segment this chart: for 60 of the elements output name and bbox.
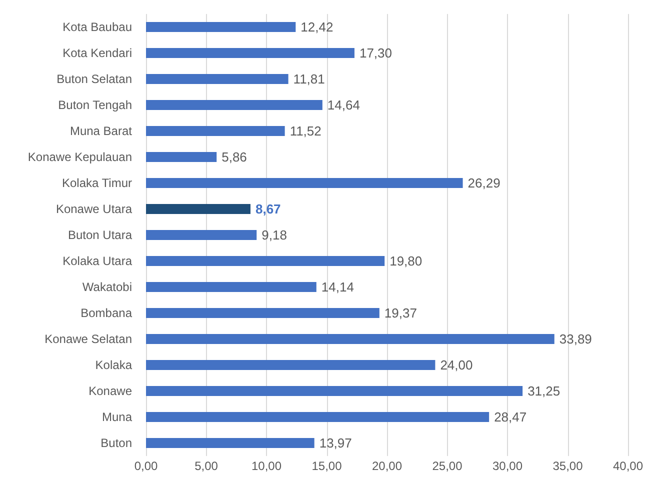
bar bbox=[146, 412, 490, 422]
x-tick-label: 30,00 bbox=[492, 459, 523, 473]
bar bbox=[146, 360, 436, 370]
y-tick-label: Kota Kendari bbox=[62, 46, 132, 60]
data-label: 13,97 bbox=[319, 436, 352, 450]
data-label: 14,64 bbox=[327, 98, 360, 112]
data-label: 33,89 bbox=[559, 332, 592, 346]
bar bbox=[146, 308, 380, 318]
data-label: 5,86 bbox=[222, 150, 247, 164]
data-label: 9,18 bbox=[262, 228, 287, 242]
y-tick-label: Buton bbox=[100, 436, 132, 450]
bar bbox=[146, 126, 285, 136]
data-label: 31,25 bbox=[528, 384, 560, 398]
data-label: 19,37 bbox=[384, 306, 417, 320]
x-tick-label: 0,00 bbox=[134, 459, 158, 473]
data-label: 12,42 bbox=[300, 20, 334, 34]
y-tick-label: Wakatobi bbox=[82, 280, 132, 294]
data-label: 14,14 bbox=[321, 280, 354, 294]
x-tick-label: 15,00 bbox=[312, 459, 342, 473]
data-label: 8,67 bbox=[255, 202, 281, 216]
y-tick-label: Konawe bbox=[88, 384, 132, 398]
bar bbox=[146, 22, 296, 32]
data-label: 26,29 bbox=[468, 176, 500, 190]
bar bbox=[146, 178, 463, 188]
y-tick-label: Konawe Utara bbox=[56, 202, 132, 216]
y-tick-label: Buton Tengah bbox=[58, 98, 132, 112]
bar bbox=[146, 48, 354, 58]
y-tick-label: Kolaka Utara bbox=[62, 254, 132, 268]
x-tick-label: 20,00 bbox=[372, 459, 402, 473]
bar bbox=[146, 438, 314, 448]
data-label: 28,47 bbox=[494, 410, 527, 424]
x-tick-label: 10,00 bbox=[251, 459, 282, 473]
data-label: 11,52 bbox=[290, 124, 322, 138]
y-tick-label: Kolaka bbox=[95, 358, 132, 372]
y-tick-label: Konawe Kepulauan bbox=[28, 150, 132, 164]
data-label: 19,80 bbox=[390, 254, 422, 268]
y-tick-label: Bombana bbox=[80, 306, 132, 320]
bar bbox=[146, 230, 257, 240]
bar bbox=[146, 386, 523, 396]
bar bbox=[146, 256, 385, 266]
bar bbox=[146, 204, 250, 214]
bar bbox=[146, 74, 288, 84]
bar bbox=[146, 282, 316, 292]
data-label: 24,00 bbox=[440, 358, 473, 372]
y-tick-label: Kolaka Timur bbox=[62, 176, 132, 190]
y-tick-label: Muna Barat bbox=[70, 124, 133, 138]
data-label: 11,81 bbox=[293, 72, 325, 86]
x-tick-label: 35,00 bbox=[552, 459, 584, 473]
bar bbox=[146, 152, 217, 162]
y-tick-label: Buton Selatan bbox=[56, 72, 132, 86]
y-tick-label: Kota Baubau bbox=[62, 20, 132, 34]
x-tick-label: 5,00 bbox=[194, 459, 218, 473]
bar bbox=[146, 334, 554, 344]
x-tick-label: 25,00 bbox=[432, 459, 463, 473]
y-tick-label: Konawe Selatan bbox=[44, 332, 132, 346]
bar bbox=[146, 100, 322, 110]
y-tick-label: Buton Utara bbox=[68, 228, 132, 242]
data-label: 17,30 bbox=[359, 46, 392, 60]
y-tick-label: Muna bbox=[102, 410, 132, 424]
x-tick-label: 40,00 bbox=[612, 459, 644, 473]
